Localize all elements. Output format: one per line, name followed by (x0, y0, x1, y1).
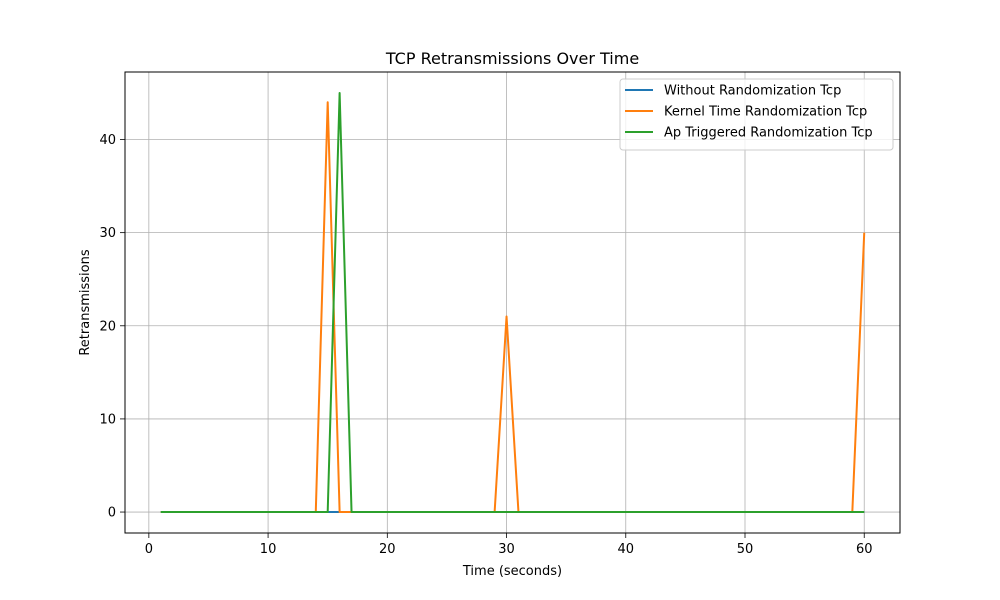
legend: Without Randomization Tcp Kernel Time Ran… (619, 78, 894, 151)
y-tick-label: 0 (108, 506, 116, 521)
x-tick-label: 50 (737, 542, 754, 557)
x-axis-ticks: 0 10 20 30 40 50 60 (145, 533, 873, 557)
legend-box (619, 78, 894, 151)
x-tick-label: 0 (145, 542, 153, 557)
x-tick-label: 40 (617, 542, 634, 557)
legend-label: Without Randomization Tcp (664, 84, 841, 99)
series-layer (160, 91, 866, 514)
x-tick-label: 60 (856, 542, 873, 557)
legend-label: Kernel Time Randomization Tcp (664, 105, 867, 120)
series-line-3 (160, 91, 865, 514)
y-tick-label: 40 (99, 133, 116, 148)
x-tick-label: 10 (260, 542, 277, 557)
plot-frame (124, 71, 901, 534)
y-axis-label: Retransmissions (78, 249, 93, 355)
y-tick-label: 20 (99, 319, 116, 334)
x-tick-label: 20 (379, 542, 396, 557)
legend-label: Ap Triggered Randomization Tcp (664, 126, 873, 141)
y-axis-ticks: 0 10 20 30 40 (99, 133, 125, 521)
chart-title: TCP Retransmissions Over Time (385, 49, 639, 68)
x-axis-label: Time (seconds) (462, 564, 562, 579)
x-tick-label: 30 (498, 542, 515, 557)
y-tick-label: 30 (99, 226, 116, 241)
y-tick-label: 10 (99, 412, 116, 427)
